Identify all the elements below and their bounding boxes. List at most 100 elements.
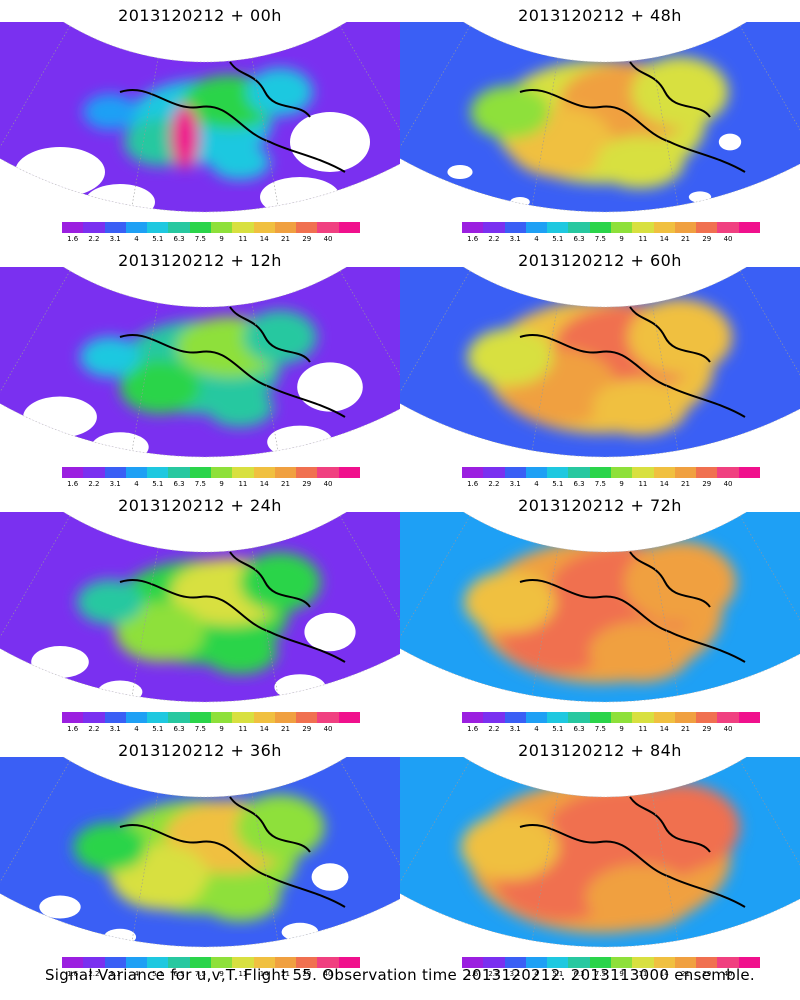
colorbar-swatch [696, 222, 718, 233]
colorbar-swatch [738, 712, 760, 723]
colorbar-tick-label: 11 [638, 235, 648, 243]
colorbar-tick-label: 14 [259, 725, 269, 733]
colorbar-labels: 1.6 2.2 3.1 4 5.1 6.3 7.5 9 11 14 21 29 40 [62, 725, 360, 735]
colorbar-swatch [338, 467, 360, 478]
colorbar-tick-label: 9 [219, 480, 224, 488]
colorbar-tick-label: 5.1 [152, 480, 164, 488]
colorbar-tick-label: 6.3 [573, 480, 585, 488]
forecast-panel: 2013120212 + 48h 1.6 2.2 3.1 4 5.1 6.3 7.5 9 11 14… [400, 0, 800, 245]
colorbar-tick-label: 29 [702, 725, 712, 733]
colorbar-tick-label: 21 [281, 970, 290, 978]
forecast-panel: 2013120212 + 00h 1.6 2.2 3.1 4 5.1 6.3 7.5 9 11 14… [0, 0, 400, 245]
coastline [519, 61, 746, 173]
colorbar-swatch [632, 957, 654, 968]
colorbar-swatch [462, 712, 484, 723]
colorbar-swatch [62, 222, 84, 233]
colorbar-tick-label: 11 [238, 480, 248, 488]
colorbar-tick-label: 4 [534, 235, 539, 243]
colorbar-tick-label: 21 [281, 235, 290, 243]
colorbar-tick-label: 1.6 [67, 480, 79, 488]
colorbar-labels: 1.6 2.2 3.1 4 5.1 6.3 7.5 9 11 14 21 29 40 [462, 970, 760, 980]
forecast-panel: 2013120212 + 12h 1.6 2.2 3.1 4 5.1 6.3 7.5 9 11 14… [0, 245, 400, 490]
colorbar-swatch [147, 712, 169, 723]
colorbar-swatch [210, 467, 233, 478]
colorbar-swatch [483, 222, 505, 233]
colorbar-swatch [525, 712, 548, 723]
polar-sector-map [400, 267, 800, 458]
colorbar-swatch [717, 957, 739, 968]
colorbar-swatch [674, 712, 697, 723]
colorbar-swatch [168, 467, 190, 478]
colorbar-swatch [568, 222, 590, 233]
colorbar-swatch [525, 222, 548, 233]
colorbar-tick-label: 2.2 [488, 970, 500, 978]
colorbar-tick-label: 2.2 [88, 970, 100, 978]
colorbar-swatch [738, 222, 760, 233]
coastline [519, 551, 746, 663]
colorbar-swatch [653, 467, 675, 478]
colorbar-swatch [547, 712, 569, 723]
colorbar-swatch [232, 712, 254, 723]
colorbar-tick-label: 29 [702, 480, 712, 488]
colorbar-tick-label: 6.3 [173, 480, 185, 488]
colorbar-swatch [317, 957, 339, 968]
colorbar-swatch [504, 467, 526, 478]
colorbar-tick-label: 3.1 [109, 480, 121, 488]
colorbar-tick-label: 40 [723, 235, 733, 243]
colorbar-tick-label: 5.1 [552, 725, 564, 733]
colorbar-swatch [274, 957, 297, 968]
colorbar-tick-label: 2.2 [488, 235, 500, 243]
colorbar-swatch [504, 712, 526, 723]
colorbar-swatch [483, 957, 505, 968]
colorbar-swatch [317, 467, 339, 478]
colorbar-tick-label: 2.2 [88, 480, 100, 488]
colorbar-tick-label: 7.5 [594, 970, 606, 978]
colorbar-tick-label: 2.2 [88, 725, 100, 733]
colorbar-labels: 1.6 2.2 3.1 4 5.1 6.3 7.5 9 11 14 21 29 40 [62, 480, 360, 490]
colorbar-tick-label: 11 [238, 970, 248, 978]
colorbar-tick-label: 7.5 [194, 725, 206, 733]
colorbar-swatch [104, 712, 126, 723]
colorbar-tick-label: 40 [323, 480, 333, 488]
colorbar-swatch [232, 222, 254, 233]
colorbar-tick-label: 7.5 [594, 235, 606, 243]
polar-sector-map [400, 512, 800, 703]
variance-field-base [0, 512, 400, 703]
colorbar-swatch [547, 467, 569, 478]
variance-field-base [0, 267, 400, 458]
colorbar-tick-label: 14 [659, 480, 669, 488]
colorbar-swatch [696, 957, 718, 968]
colorbar-tick-label: 7.5 [594, 480, 606, 488]
panel-title: 2013120212 + 24h [118, 496, 282, 515]
colorbar-tick-label: 4 [534, 725, 539, 733]
colorbar-tick-label: 7.5 [194, 235, 206, 243]
colorbar-swatch [717, 467, 739, 478]
colorbar-tick-label: 4 [534, 970, 539, 978]
colorbar-swatch [462, 467, 484, 478]
coastline [519, 796, 746, 908]
colorbar-tick-label: 5.1 [152, 235, 164, 243]
colorbar-tick-label: 40 [323, 725, 333, 733]
colorbar-swatch [210, 712, 233, 723]
colorbar-swatch [504, 222, 526, 233]
colorbar-tick-label: 5.1 [552, 970, 564, 978]
colorbar-tick-label: 7.5 [594, 725, 606, 733]
coastline [119, 551, 346, 663]
colorbar-tick-label: 11 [238, 725, 248, 733]
colorbar-swatch [104, 467, 126, 478]
colorbar-swatch [83, 957, 105, 968]
coastline [519, 306, 746, 418]
colorbar-tick-label: 5.1 [152, 725, 164, 733]
colorbar-swatch [62, 712, 84, 723]
colorbar-tick-label: 2.2 [88, 235, 100, 243]
colorbar-swatch [568, 467, 590, 478]
colorbar-tick-label: 14 [259, 235, 269, 243]
colorbar-swatch [504, 957, 526, 968]
colorbar-swatch [338, 957, 360, 968]
polar-sector-map [0, 512, 400, 703]
colorbar-swatch [317, 712, 339, 723]
colorbar-swatch [674, 467, 697, 478]
colorbar-tick-label: 4 [134, 725, 139, 733]
colorbar-swatch [525, 467, 548, 478]
colorbar-tick-label: 9 [219, 235, 224, 243]
